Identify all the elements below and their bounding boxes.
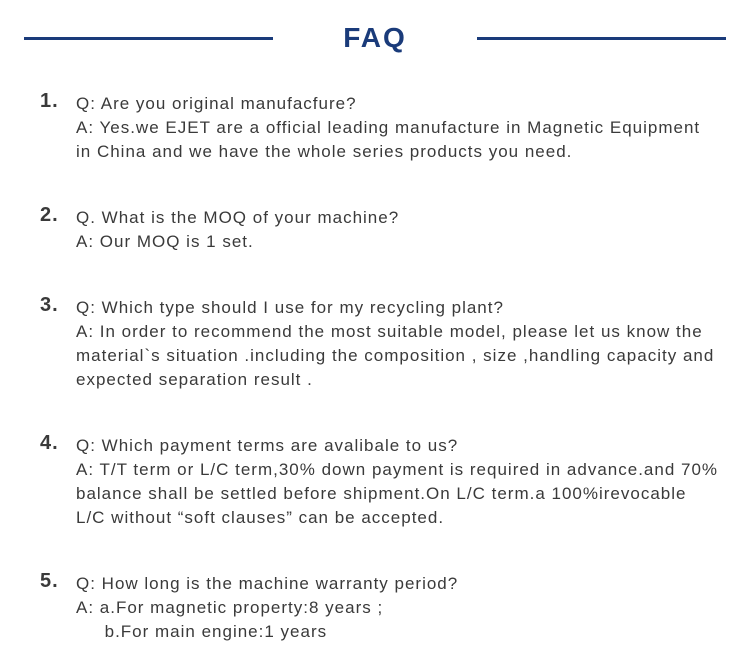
faq-header: FAQ: [0, 0, 750, 54]
faq-content: Q: How long is the machine warranty peri…: [76, 570, 458, 644]
faq-answer: A: Yes.we EJET are a official leading ma…: [76, 116, 720, 164]
faq-content: Q. What is the MOQ of your machine? A: O…: [76, 204, 399, 254]
header-line-left: [24, 37, 273, 40]
faq-list: 1. Q: Are you original manufacfure? A: Y…: [0, 54, 750, 644]
faq-number: 1.: [40, 90, 76, 113]
faq-answer: A: a.For magnetic property:8 years ; b.F…: [76, 596, 458, 644]
faq-question: Q: Are you original manufacfure?: [76, 92, 720, 116]
header-line-right: [477, 37, 726, 40]
faq-answer: A: In order to recommend the most suitab…: [76, 320, 720, 392]
faq-number: 2.: [40, 204, 76, 227]
faq-question: Q: How long is the machine warranty peri…: [76, 572, 458, 596]
faq-item: 2. Q. What is the MOQ of your machine? A…: [40, 204, 720, 254]
faq-question: Q: Which payment terms are avalibale to …: [76, 434, 720, 458]
faq-item: 4. Q: Which payment terms are avalibale …: [40, 432, 720, 530]
faq-content: Q: Which payment terms are avalibale to …: [76, 432, 720, 530]
faq-answer: A: Our MOQ is 1 set.: [76, 230, 399, 254]
faq-number: 5.: [40, 570, 76, 593]
faq-content: Q: Which type should I use for my recycl…: [76, 294, 720, 392]
faq-item: 3. Q: Which type should I use for my rec…: [40, 294, 720, 392]
faq-item: 1. Q: Are you original manufacfure? A: Y…: [40, 90, 720, 164]
faq-question: Q: Which type should I use for my recycl…: [76, 296, 720, 320]
faq-content: Q: Are you original manufacfure? A: Yes.…: [76, 90, 720, 164]
faq-number: 3.: [40, 294, 76, 317]
faq-question: Q. What is the MOQ of your machine?: [76, 206, 399, 230]
faq-item: 5. Q: How long is the machine warranty p…: [40, 570, 720, 644]
faq-answer: A: T/T term or L/C term,30% down payment…: [76, 458, 720, 530]
faq-title: FAQ: [343, 22, 407, 54]
faq-number: 4.: [40, 432, 76, 455]
